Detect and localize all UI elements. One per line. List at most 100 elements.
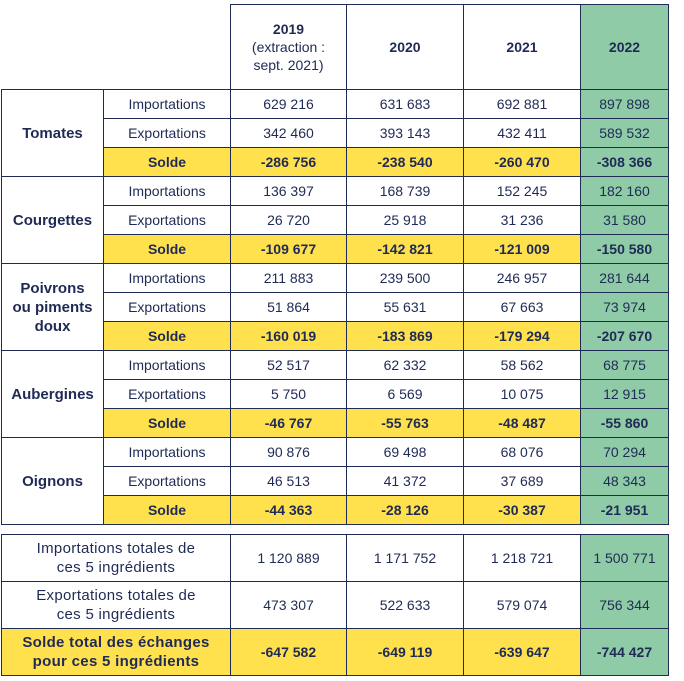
value-cell: 631 683 [346,89,464,119]
exp-label: Exportations [103,466,231,496]
imp-row: Oignons Importations 90 876 69 498 68 076 70 … [1,437,669,525]
exp-row: Exportations 5 750 6 569 10 075 12 915 [2,379,669,409]
solde-row: Solde -44 363 -28 126 -30 387 -21 951 [2,495,669,525]
value-cell: 182 160 [580,176,669,206]
solde-row: Solde -286 756 -238 540 -260 470 -308 366 [2,147,669,177]
value-cell: 31 236 [463,205,581,235]
total-value-cell: 579 074 [463,581,581,629]
imp-label: Importations [103,263,231,293]
value-cell: -260 470 [463,147,581,177]
totals-row: Solde total des échanges pour ces 5 ingré… [1,628,669,676]
value-cell: 62 332 [346,350,464,380]
imp-label: Importations [103,350,231,380]
solde-label: Solde [103,321,231,351]
value-cell: 211 883 [230,263,347,293]
value-cell: 342 460 [230,118,347,148]
total-value-cell: 1 171 752 [346,534,464,582]
imp-label: Importations [103,89,231,119]
value-cell: 168 739 [346,176,464,206]
value-cell: 136 397 [230,176,347,206]
value-cell: 5 750 [230,379,347,409]
total-value-cell: 756 344 [580,581,669,629]
total-value-cell: -647 582 [230,628,347,676]
imp-row: Tomates Importations 629 216 631 683 692 881… [1,89,669,177]
product-name: Oignons [1,437,104,525]
solde-label: Solde [103,234,231,264]
value-cell: -121 009 [463,234,581,264]
total-value-cell: 1 218 721 [463,534,581,582]
solde-row: Solde -160 019 -183 869 -179 294 -207 670 [2,321,669,351]
value-cell: -46 767 [230,408,347,438]
exp-row: Exportations 51 864 55 631 67 663 73 974 [2,292,669,322]
value-cell: 55 631 [346,292,464,322]
value-cell: -55 763 [346,408,464,438]
solde-label: Solde [103,495,231,525]
value-cell: 67 663 [463,292,581,322]
exp-row: Exportations 46 513 41 372 37 689 48 343 [2,466,669,496]
value-cell: -30 387 [463,495,581,525]
exp-label: Exportations [103,292,231,322]
year-header-2021: 2021 [463,4,581,90]
value-cell: 52 517 [230,350,347,380]
product-name-line: Poivrons [20,279,85,297]
product-name: Tomates [1,89,104,177]
imp-row: Courgettes Importations 136 397 168 739 152 … [1,176,669,264]
value-cell: -238 540 [346,147,464,177]
solde-row: Solde -109 677 -142 821 -121 009 -150 580 [2,234,669,264]
product-name-line: ou piments [12,298,93,316]
value-cell: 432 411 [463,118,581,148]
solde-label: Solde [103,408,231,438]
value-cell: -142 821 [346,234,464,264]
value-cell: 152 245 [463,176,581,206]
value-cell: 51 864 [230,292,347,322]
totals-label: Exportations totales de ces 5 ingrédients [1,581,231,629]
totals-label: Solde total des échanges pour ces 5 ingré… [1,628,231,676]
value-cell: 46 513 [230,466,347,496]
value-cell: 239 500 [346,263,464,293]
year-header-2020: 2020 [346,4,464,90]
header-blank-cell [2,5,104,90]
totals-label-line: ces 5 ingrédients [56,606,176,623]
value-cell: 58 562 [463,350,581,380]
trade-table: 2019 (extraction : sept. 2021) 2020 2021… [1,4,669,525]
value-cell: 246 957 [463,263,581,293]
product-name-line: Aubergines [11,385,94,403]
value-cell: 393 143 [346,118,464,148]
product-name: Courgettes [1,176,104,264]
total-value-cell: -639 647 [463,628,581,676]
solde-label: Solde [103,147,231,177]
total-value-cell: 1 120 889 [230,534,347,582]
value-cell: 41 372 [346,466,464,496]
year-note: sept. 2021) [253,57,324,73]
value-cell: 26 720 [230,205,347,235]
value-cell: 73 974 [580,292,669,322]
imp-label: Importations [103,437,231,467]
value-cell: 68 775 [580,350,669,380]
value-cell: 68 076 [463,437,581,467]
value-cell: -286 756 [230,147,347,177]
year-header-2019: 2019 (extraction : sept. 2021) [230,4,347,90]
totals-row: Exportations totales de ces 5 ingrédients… [1,581,669,629]
value-cell: -160 019 [230,321,347,351]
value-cell: 897 898 [580,89,669,119]
exp-row: Exportations 342 460 393 143 432 411 589 532 [2,118,669,148]
value-cell: -48 487 [463,408,581,438]
value-cell: -44 363 [230,495,347,525]
value-cell: 12 915 [580,379,669,409]
value-cell: -183 869 [346,321,464,351]
value-cell: -55 860 [580,408,669,438]
exp-label: Exportations [103,205,231,235]
product-name: Aubergines [1,350,104,438]
value-cell: 6 569 [346,379,464,409]
value-cell: -207 670 [580,321,669,351]
value-cell: -179 294 [463,321,581,351]
product-name-line: Oignons [22,472,83,490]
value-cell: -21 951 [580,495,669,525]
totals-table: Importations totales de ces 5 ingrédients… [1,534,669,676]
value-cell: 25 918 [346,205,464,235]
product-name: Poivrons ou piments doux [1,263,104,351]
totals-label-line: Solde total des échanges [22,634,210,651]
exp-label: Exportations [103,118,231,148]
imp-label: Importations [103,176,231,206]
value-cell: 629 216 [230,89,347,119]
